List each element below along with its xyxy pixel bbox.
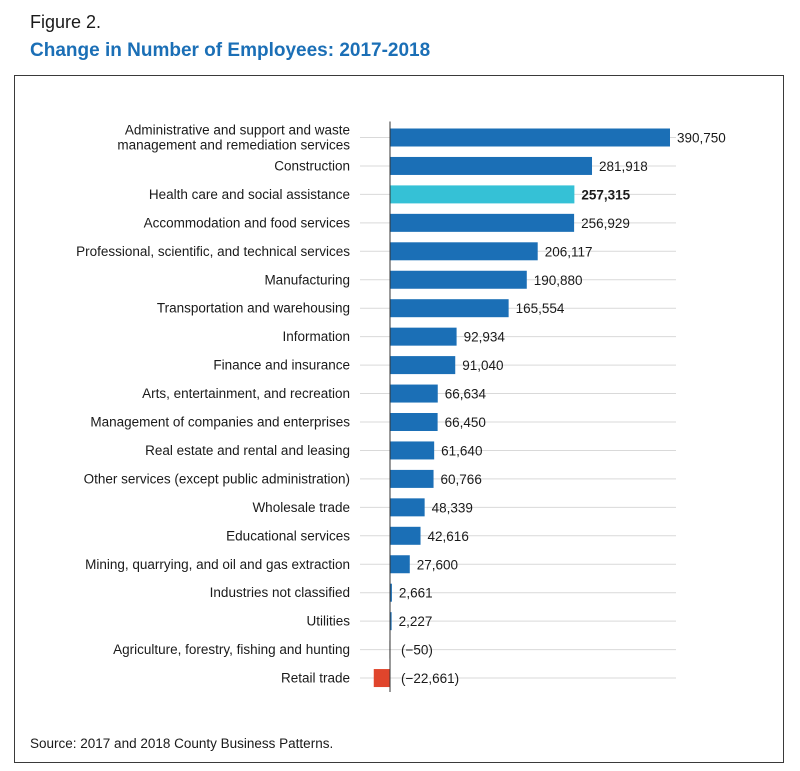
figure-label: Figure 2. [30,12,102,32]
category-label: Industries not classified [210,585,350,600]
data-label: 2,661 [399,586,433,601]
data-label: 206,117 [545,244,593,259]
category-label: Administrative and support and waste [125,123,350,138]
category-label: Wholesale trade [252,500,350,515]
category-label: Utilities [306,614,350,629]
chart-title: Change in Number of Employees: 2017-2018 [30,40,431,61]
category-label: Real estate and rental and leasing [145,443,350,458]
bar [390,413,438,431]
data-label: 42,616 [428,529,469,544]
category-label: Finance and insurance [213,358,350,373]
category-label: Professional, scientific, and technical … [76,244,350,259]
bar [390,242,538,261]
category-label: Construction [274,158,350,173]
category-label: Educational services [226,528,350,543]
bar [390,156,593,175]
data-label: 257,315 [581,187,630,202]
category-label: Transportation and warehousing [157,301,350,316]
chart-frame [14,75,784,763]
source-note: Source: 2017 and 2018 County Business Pa… [30,736,334,751]
data-label: 27,600 [417,557,458,572]
bar [390,583,392,602]
data-label: 2,227 [399,614,433,629]
data-label: 256,929 [581,216,630,231]
category-label: Health care and social assistance [149,187,350,202]
category-label: management and remediation services [117,138,350,153]
category-label: Manufacturing [264,272,350,287]
data-label: (−22,661) [401,671,459,686]
bar [390,327,457,346]
category-label: Agriculture, forestry, fishing and hunti… [113,642,350,657]
data-label: 281,918 [599,159,648,174]
data-label: 61,640 [441,443,482,458]
data-label: 66,450 [445,415,486,430]
data-label: (−50) [401,643,433,658]
data-label: 165,554 [516,301,565,316]
bar [390,356,456,375]
category-label: Retail trade [281,671,350,686]
category-label: Other services (except public administra… [84,471,350,486]
data-label: 390,750 [677,131,726,146]
bar [390,441,435,460]
category-label: Mining, quarrying, and oil and gas extra… [85,557,350,572]
bar [390,498,425,517]
bar [373,669,390,688]
data-label: 60,766 [441,472,482,487]
bar [390,185,575,204]
data-label: 91,040 [462,358,503,373]
bar [390,469,434,488]
category-label: Information [282,329,350,344]
bar [390,270,527,289]
data-label: 92,934 [464,330,506,345]
bar [390,384,438,403]
bar [390,555,410,574]
category-label: Management of companies and enterprises [90,415,350,430]
category-label: Accommodation and food services [144,215,351,230]
data-label: 48,339 [432,500,473,515]
bar [390,213,575,232]
bar [390,128,670,147]
bar [390,299,509,318]
data-label: 66,634 [445,387,487,402]
bar [390,612,392,631]
category-label: Arts, entertainment, and recreation [142,386,350,401]
bar [390,526,421,545]
data-label: 190,880 [534,273,583,288]
